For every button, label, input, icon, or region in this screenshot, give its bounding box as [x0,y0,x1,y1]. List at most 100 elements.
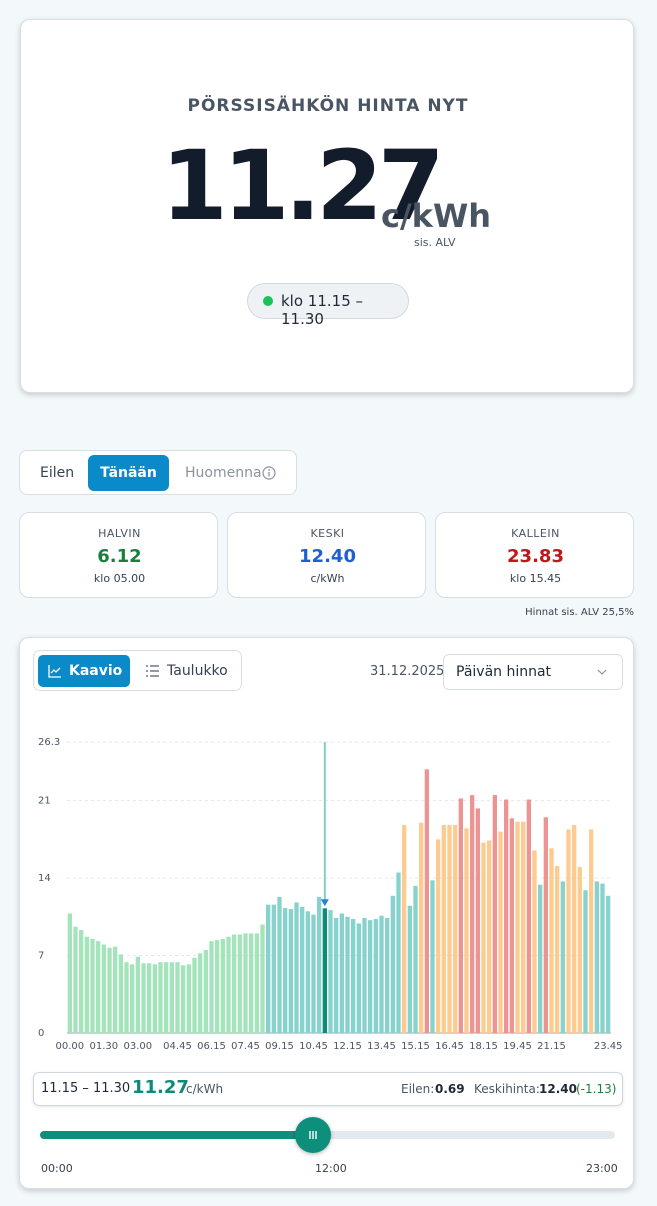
x-tick-label: 23.45 [594,1041,623,1052]
bar [135,956,140,1033]
bar [504,799,509,1033]
bar [101,944,106,1033]
bar [181,965,186,1033]
bar [220,938,225,1033]
y-tick-label: 21 [38,796,51,807]
day-tab-active[interactable]: Tänään [88,455,169,491]
x-tick-label: 01.30 [90,1041,119,1052]
bar [130,964,135,1033]
bar [396,872,401,1033]
stat-value: 23.83 [507,546,564,567]
current-marker [320,899,329,907]
bar [475,808,480,1033]
info-icon [262,466,276,480]
bar [243,933,248,1033]
bar [594,881,599,1033]
period-text: klo 11.15 – 11.30 [281,292,364,328]
view-tab[interactable]: Taulukko [167,663,228,679]
bar [317,896,322,1033]
x-tick-label: 19.45 [503,1041,532,1052]
bar [453,824,458,1033]
stat-card: KALLEIN 23.83 klo 15.45 [435,512,634,598]
bar [351,919,356,1033]
stat-label: KALLEIN [511,527,560,540]
day-tabs: Eilen Tänään Huomenna [19,450,297,495]
bar [345,916,350,1033]
period-pill: klo 11.15 – 11.30 [247,283,409,328]
bar [294,902,299,1033]
info-row: 11.15 – 11.30 11.27 c/kWh Eilen: 0.69 Ke… [33,1072,623,1106]
bar [600,883,605,1033]
bar [566,829,571,1033]
bar [169,962,174,1033]
bar [237,934,242,1033]
bar [436,839,441,1033]
hero-vat: sis. ALV [414,236,456,249]
bar [147,963,152,1033]
bar [526,799,531,1033]
bar [254,933,259,1033]
bar [447,824,452,1033]
bar [158,962,163,1033]
bar [521,821,526,1033]
bar [322,908,327,1033]
chart-date: 31.12.2025 [370,664,445,679]
slider-label: 00:00 [41,1162,73,1175]
slider-knob[interactable] [295,1117,331,1153]
bar [424,769,429,1033]
bar [368,920,373,1033]
bar [96,941,101,1033]
grip [309,1131,317,1139]
bar [487,840,492,1033]
info-avg-diff: (-1.13) [576,1082,617,1096]
bar [192,957,197,1033]
vat-note: Hinnat sis. ALV 25,5% [525,607,634,618]
bar [118,954,123,1033]
x-tick-label: 09.15 [265,1041,294,1052]
bar [209,941,214,1033]
info-period: 11.15 – 11.30 [41,1081,131,1096]
bar [577,867,582,1033]
day-tab[interactable]: Huomenna [185,465,262,481]
hero-unit: c/kWh [381,197,492,235]
bar [402,824,407,1033]
bar [430,880,435,1033]
bar [458,798,463,1033]
bar [470,795,475,1033]
bar [543,817,548,1033]
bar [419,822,424,1033]
y-tick-label: 26.3 [38,737,60,748]
chevron [597,669,607,675]
bar [215,940,220,1033]
bar [492,795,497,1033]
bar [67,913,72,1033]
bar [283,907,288,1033]
slider-label: 12:00 [315,1162,347,1175]
select[interactable]: Päivän hinnat [443,654,623,690]
stat-note: klo 15.45 [509,572,562,585]
bar [186,964,191,1033]
bar [288,909,293,1033]
slider-label: 23:00 [586,1162,618,1175]
view-tab-active[interactable]: Kaavio [38,655,130,687]
bar [305,911,310,1033]
hero-card: PÖRSSISÄHKÖN HINTA NYT 11.27 c/kWh sis. … [20,19,634,393]
bar [560,881,565,1033]
bar [152,964,157,1033]
select-label: Päivän hinnat [456,664,552,680]
y-tick-label: 0 [38,1028,44,1039]
y-tick-label: 7 [38,951,44,962]
info-unit: c/kWh [186,1082,224,1096]
info-price: 11.27 [132,1077,189,1098]
bar [300,906,305,1033]
day-tab[interactable]: Eilen [40,465,75,481]
bar [266,904,271,1033]
bar [339,913,344,1033]
bar [232,934,237,1033]
bar [84,936,89,1033]
stat-label: HALVIN [98,527,141,540]
bar [198,953,203,1033]
x-tick-label: 00.00 [56,1041,85,1052]
x-tick-label: 12.15 [333,1041,362,1052]
